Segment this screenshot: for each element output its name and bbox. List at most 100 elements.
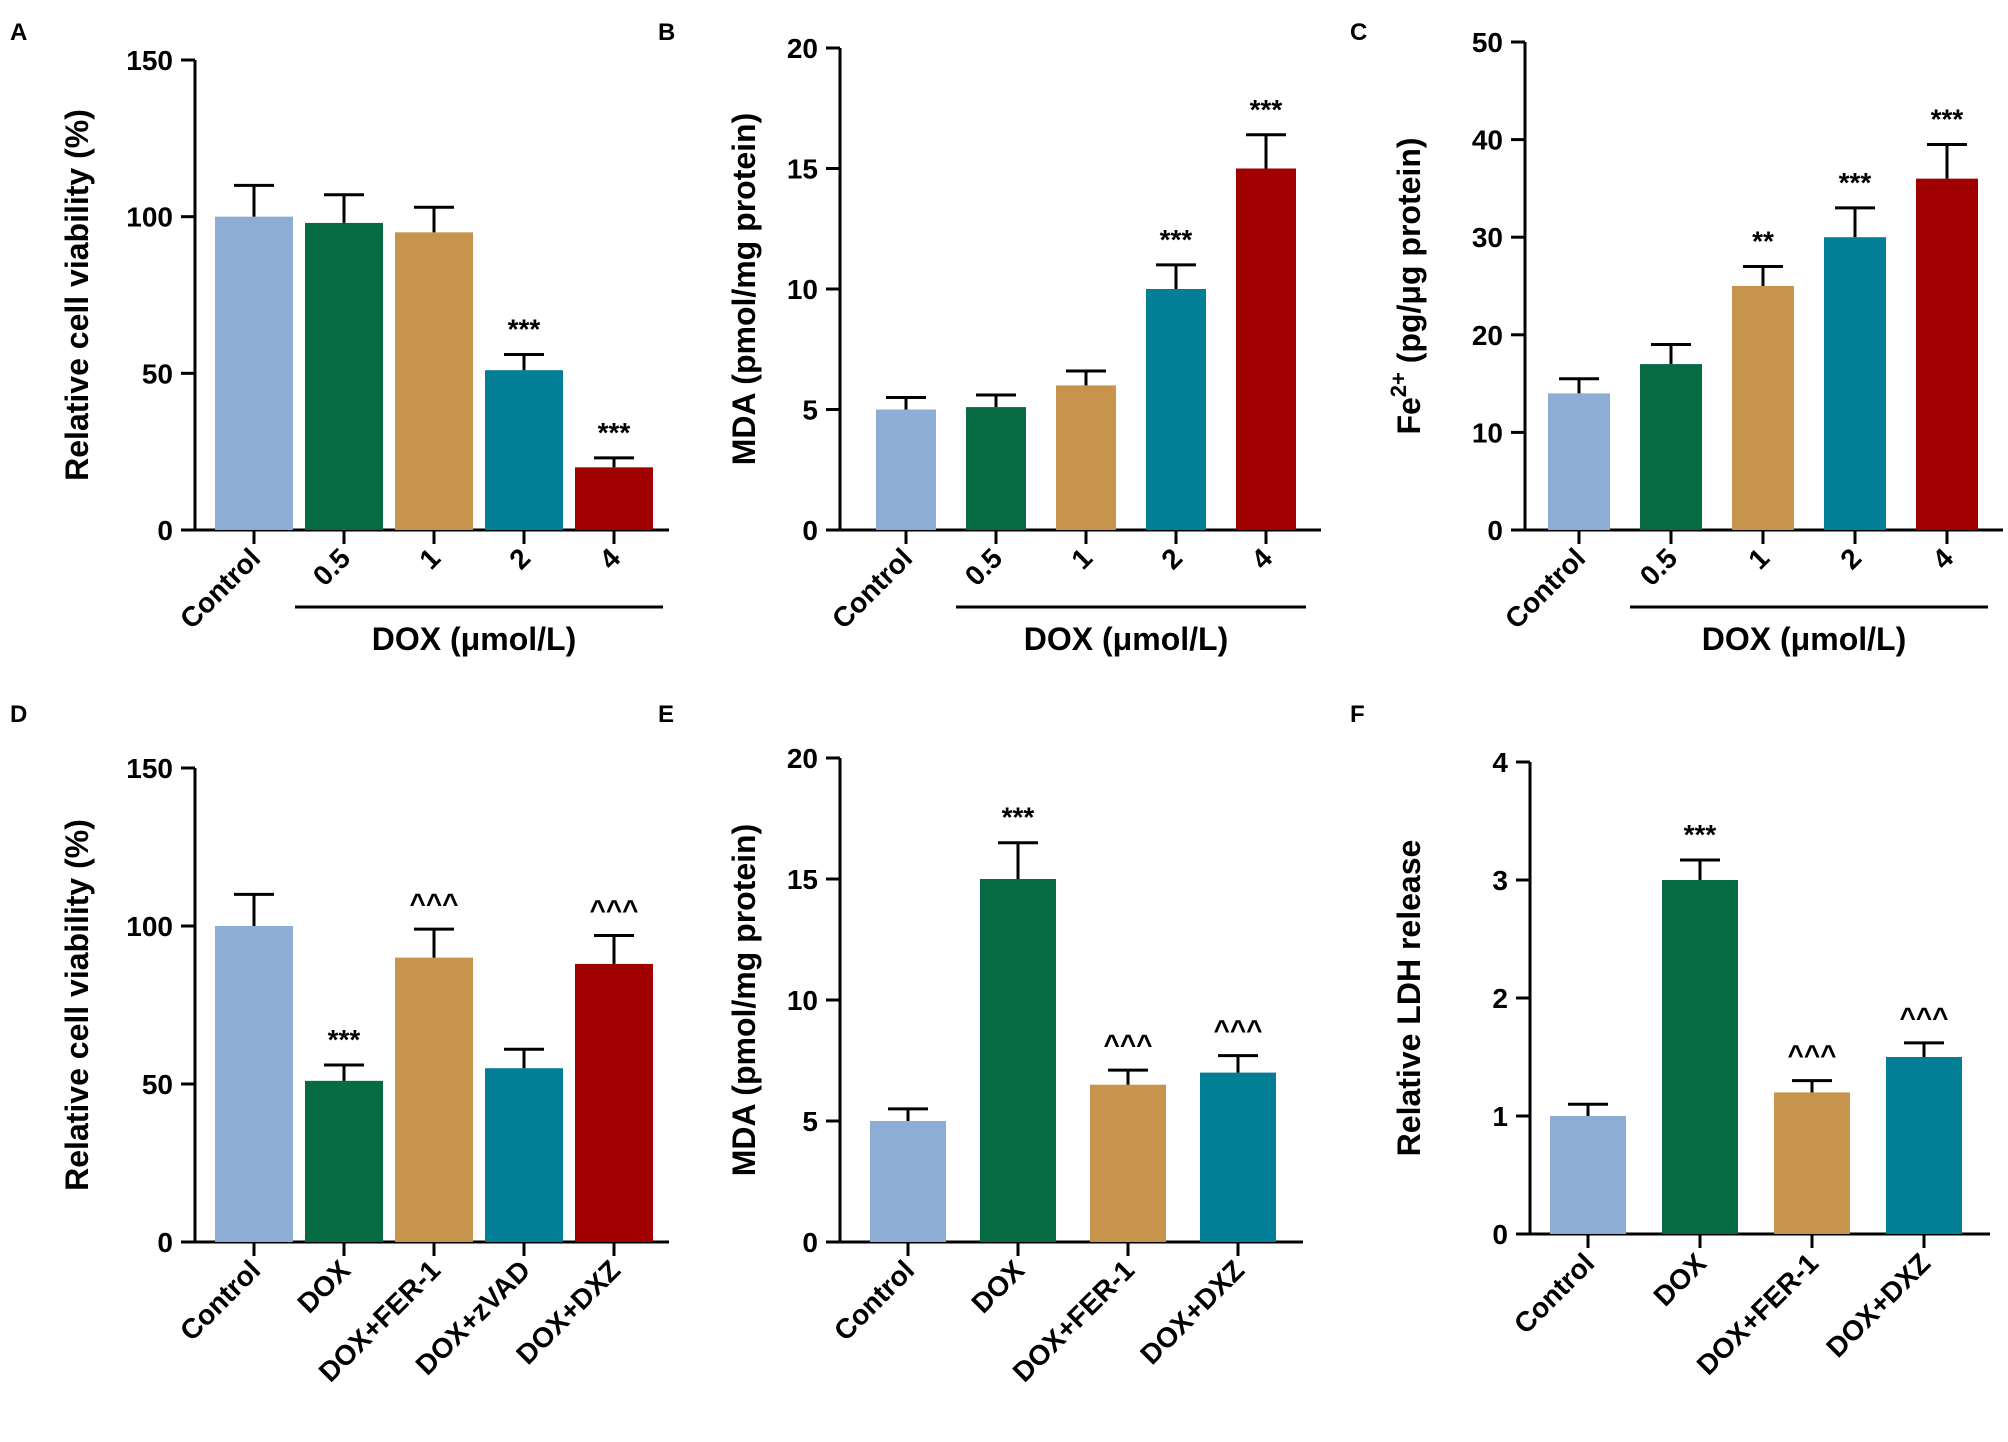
significance-marker: ***: [1002, 802, 1035, 833]
bar-4: [1824, 237, 1886, 530]
x-category-label: Control: [826, 542, 918, 634]
bar-1: [876, 409, 936, 530]
significance-marker: ***: [1839, 167, 1872, 198]
x-category-label: DOX+DXZ: [1134, 1254, 1250, 1370]
y-tick-label: 50: [1472, 27, 1503, 58]
y-tick-label: 100: [126, 911, 173, 942]
bar-5: [1236, 168, 1296, 530]
y-tick-label: 0: [157, 1227, 173, 1258]
significance-marker: ***: [508, 314, 541, 345]
y-tick-label: 4: [1492, 747, 1508, 778]
x-category-label: DOX+FER-1: [1691, 1247, 1825, 1381]
x-category-label: 2: [1155, 542, 1188, 575]
x-category-label: Control: [174, 542, 266, 634]
bar-2: [305, 1080, 383, 1242]
group-label: DOX (μmol/L): [372, 621, 576, 657]
bar-2: [966, 407, 1026, 530]
panel-letter: E: [658, 701, 674, 728]
x-category-label: 4: [593, 542, 626, 575]
y-tick-label: 3: [1492, 865, 1508, 896]
y-axis-title-main: Fe: [1391, 397, 1427, 434]
y-tick-label: 15: [787, 864, 818, 895]
significance-marker: ***: [1160, 224, 1193, 255]
bar-3: [1774, 1092, 1850, 1234]
bar-2: [1640, 364, 1702, 530]
significance-marker: ^^^: [409, 888, 458, 919]
bar-3: [1732, 286, 1794, 530]
x-category-label: Control: [828, 1254, 920, 1346]
x-category-label: 0.5: [307, 542, 356, 591]
y-tick-label: 20: [787, 33, 818, 64]
y-axis-title-sup: 2+: [1386, 372, 1411, 397]
bar-1: [1548, 393, 1610, 530]
x-category-label: 0.5: [1634, 542, 1683, 591]
x-category-label: Control: [174, 1254, 266, 1346]
bar-3: [1056, 385, 1116, 530]
bar-1: [215, 926, 293, 1242]
x-category-label: 1: [1065, 542, 1098, 575]
panel-a: A 0 50 100 150 Relative cell viability (%) Con…: [10, 19, 669, 657]
bar-1: [215, 216, 293, 530]
x-category-label: 4: [1926, 542, 1959, 575]
y-tick-label: 50: [142, 358, 173, 389]
bar-2: [980, 879, 1056, 1242]
panel-e: E 0 5 10 15 20 MDA (pmol/mg protein) Control ***…: [658, 701, 1303, 1388]
panel-c: C 0 10 20 30 40 50 Fe2+ (pg/μg protein) Control 0…: [1350, 19, 2003, 657]
x-category-label: Control: [1508, 1247, 1600, 1339]
y-tick-label: 10: [787, 985, 818, 1016]
y-tick-label: 10: [787, 274, 818, 305]
bar-1: [870, 1121, 946, 1242]
significance-marker: ***: [1931, 103, 1964, 134]
bar-2: [305, 222, 383, 530]
y-axis-title: MDA (pmol/mg protein): [726, 824, 762, 1177]
significance-marker: ^^^: [1213, 1015, 1262, 1046]
y-tick-label: 5: [802, 1106, 818, 1137]
bar-3: [395, 957, 473, 1242]
y-tick-label: 100: [126, 202, 173, 233]
x-category-label: 4: [1245, 542, 1278, 575]
y-axis-title: Relative cell viability (%): [59, 819, 95, 1191]
y-tick-label: 0: [1487, 515, 1503, 546]
significance-marker: ***: [1250, 94, 1283, 125]
y-axis-title: Relative LDH release: [1391, 840, 1427, 1157]
x-category-label: DOX: [1647, 1247, 1712, 1312]
y-tick-label: 5: [802, 395, 818, 426]
significance-marker: **: [1752, 225, 1774, 256]
significance-marker: ^^^: [1787, 1040, 1836, 1071]
x-category-label: 2: [503, 542, 536, 575]
x-category-label: 2: [1834, 542, 1867, 575]
y-tick-label: 10: [1472, 417, 1503, 448]
panel-letter: B: [658, 19, 675, 46]
x-category-label: DOX: [965, 1254, 1030, 1319]
x-category-label: Control: [1499, 542, 1591, 634]
panel-letter: F: [1350, 701, 1365, 728]
bar-4: [485, 1068, 563, 1242]
y-tick-label: 0: [802, 1227, 818, 1258]
y-tick-label: 30: [1472, 222, 1503, 253]
x-category-label: 0.5: [959, 542, 1008, 591]
y-tick-label: 15: [787, 154, 818, 185]
y-axis-title: Relative cell viability (%): [59, 109, 95, 481]
bar-4: [1146, 289, 1206, 530]
y-tick-label: 2: [1492, 983, 1508, 1014]
panel-letter: A: [10, 19, 27, 46]
bar-5: [1916, 178, 1978, 530]
significance-marker: ^^^: [589, 894, 638, 925]
bar-4: [1200, 1072, 1276, 1242]
y-tick-label: 0: [157, 515, 173, 546]
y-axis-title: Fe2+ (pg/μg protein): [1386, 137, 1427, 434]
y-tick-label: 0: [1492, 1219, 1508, 1250]
y-tick-label: 1: [1492, 1101, 1508, 1132]
y-axis-title: MDA (pmol/mg protein): [726, 113, 762, 466]
y-tick-label: 20: [1472, 320, 1503, 351]
significance-marker: ***: [1684, 819, 1717, 850]
significance-marker: ***: [328, 1024, 361, 1055]
x-category-label: 1: [1742, 542, 1775, 575]
bar-2: [1662, 880, 1738, 1234]
panel-f: F 0 1 2 3 4 Relative LDH release Control *** DOX ^…: [1350, 701, 1990, 1381]
bar-1: [1550, 1116, 1626, 1234]
y-tick-label: 150: [126, 753, 173, 784]
y-tick-label: 0: [802, 515, 818, 546]
bar-4: [1886, 1057, 1962, 1234]
panel-letter: C: [1350, 19, 1367, 46]
